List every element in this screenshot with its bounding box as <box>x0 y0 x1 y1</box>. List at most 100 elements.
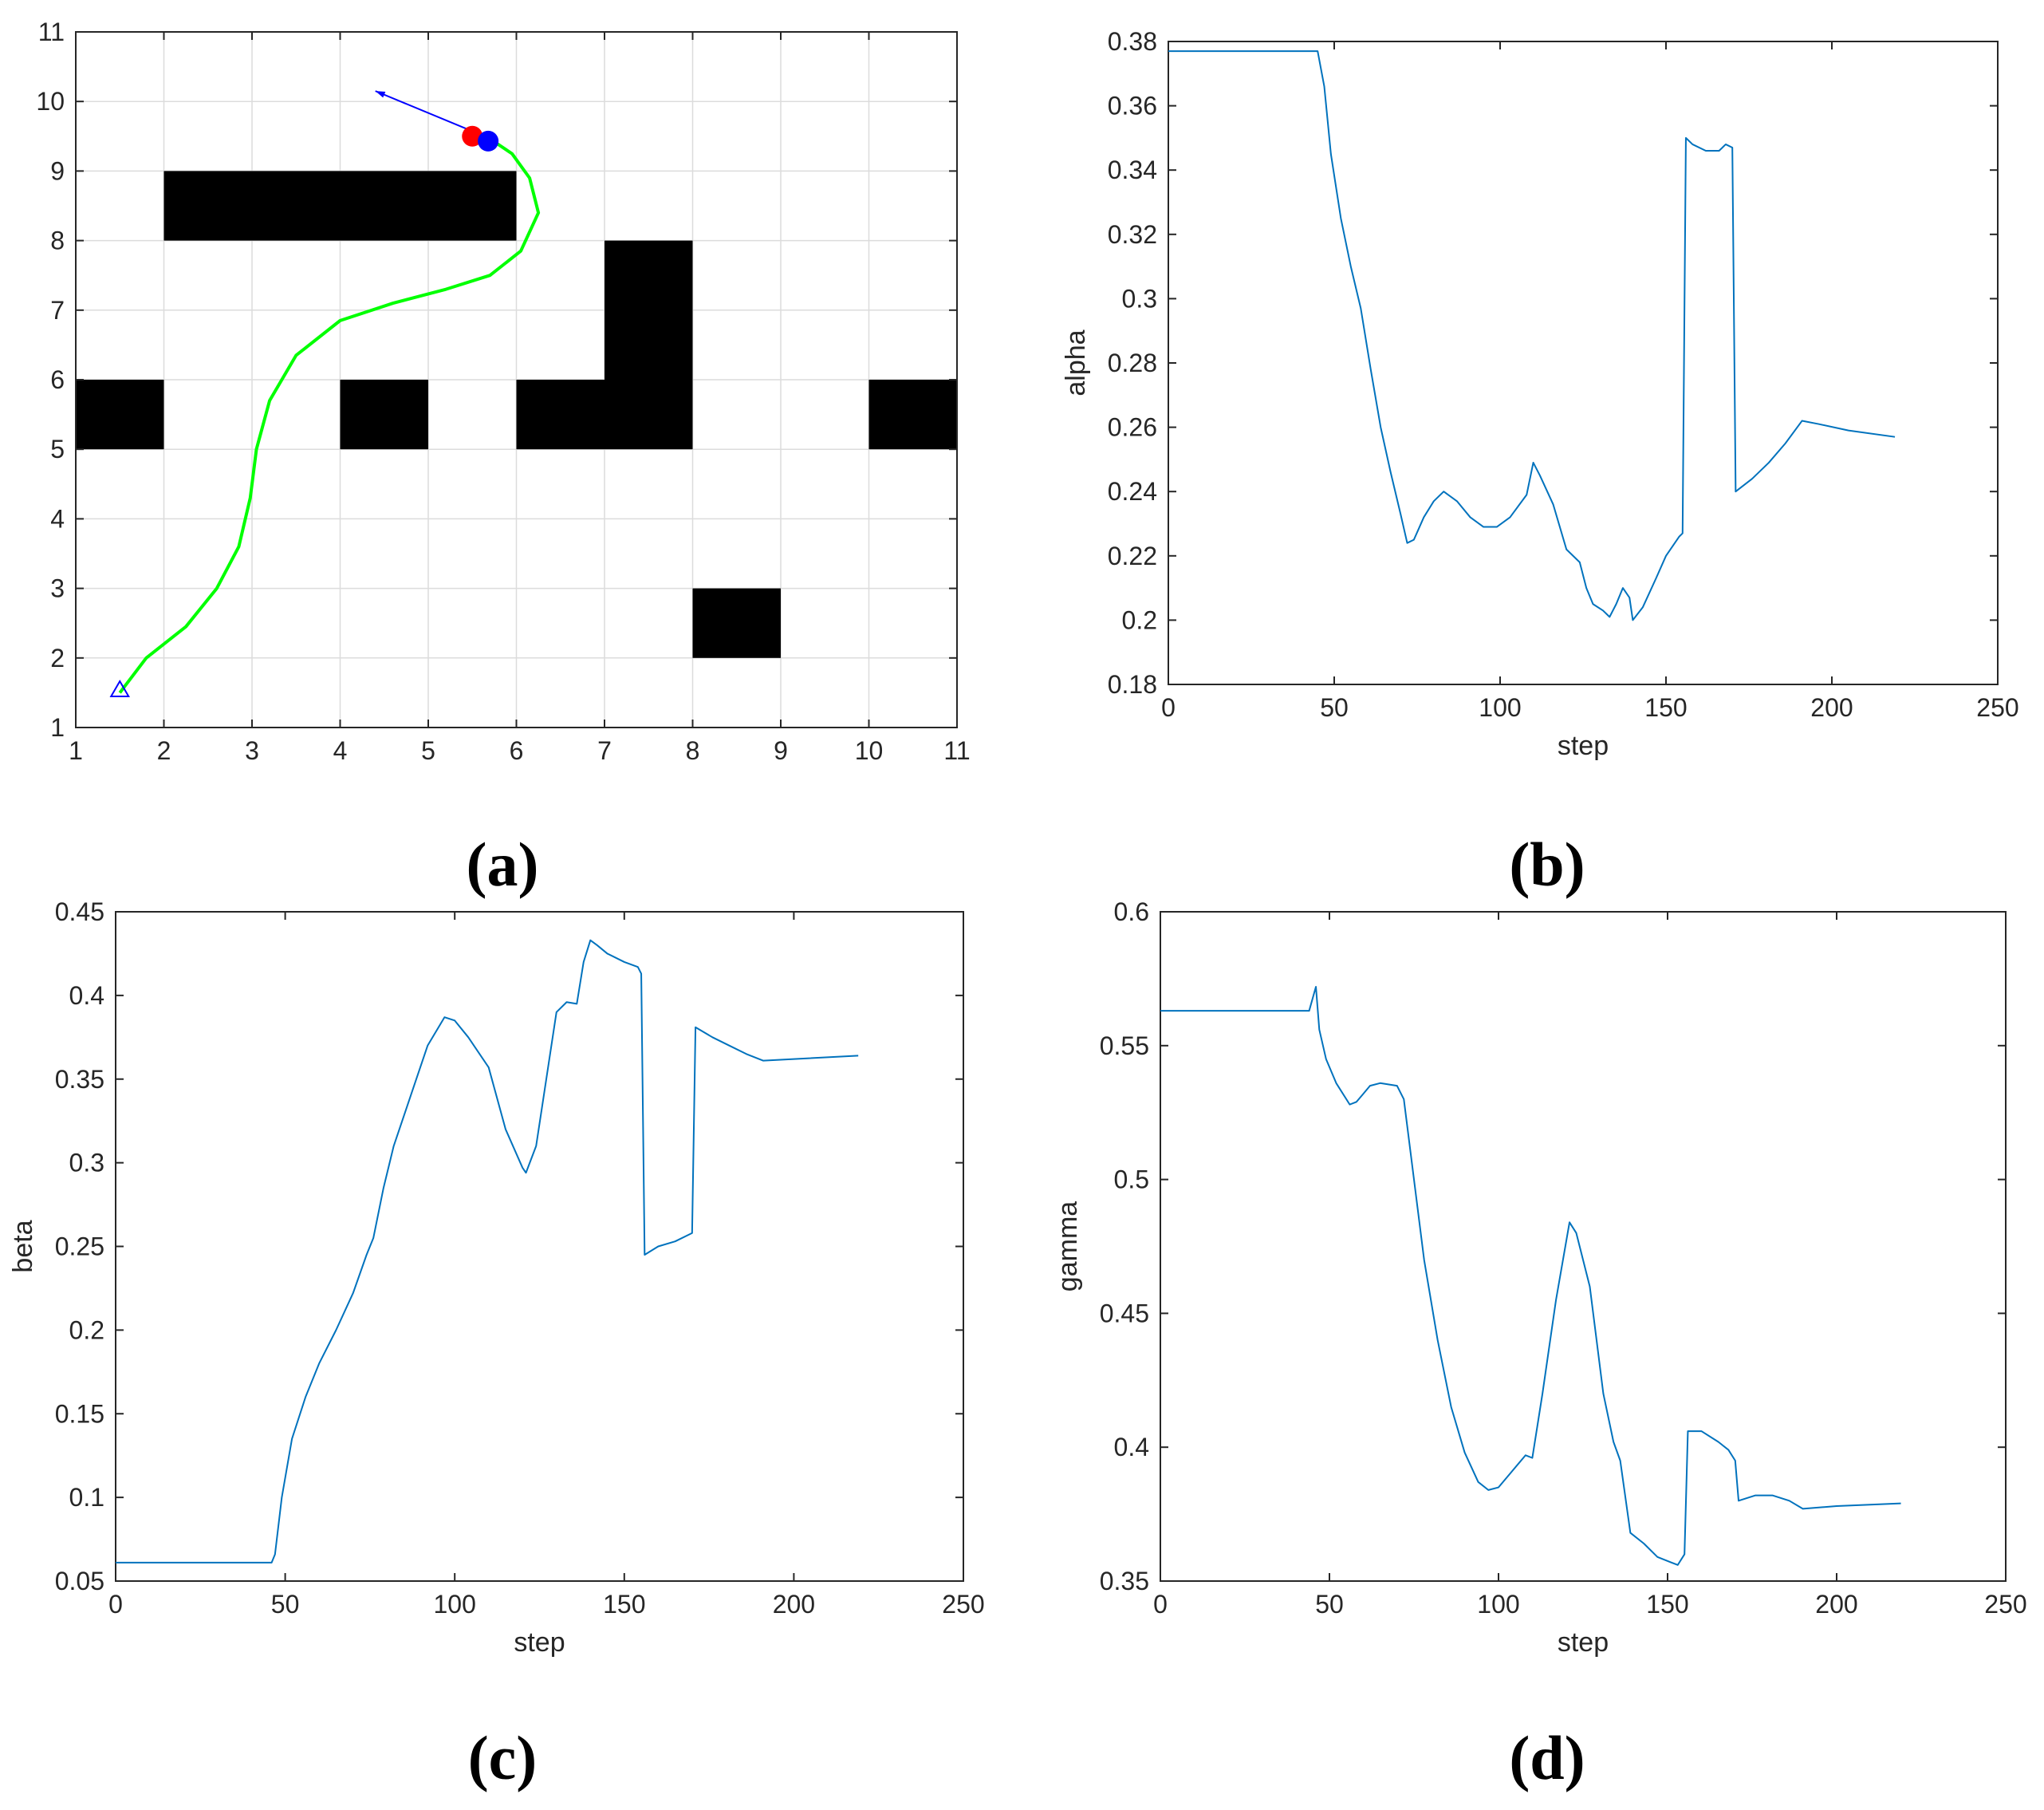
panel-a-xtick-label: 1 <box>69 736 83 765</box>
panel-a-ytick-label: 10 <box>36 87 65 116</box>
panel-d-ytick-label: 0.6 <box>1114 897 1149 926</box>
panel-a-obstacle <box>605 240 693 380</box>
panel-b-ytick-label: 0.2 <box>1122 605 1157 634</box>
panel-b: 0 50 100 150 200 250 0.18 0.2 0.22 0.24 0.26 0.28 0.… <box>1061 27 2019 899</box>
panel-c-xtick-label: 150 <box>603 1590 645 1619</box>
panel-c-series-line <box>116 939 859 1564</box>
panel-a-robot-red <box>462 125 483 147</box>
panel-d-xtick-label: 100 <box>1477 1590 1519 1619</box>
panel-d: 0 50 100 150 200 250 0.35 0.4 0.45 0.5 0.55 0.6 ste… <box>1053 897 2027 1792</box>
panel-c-xtick-label: 0 <box>108 1590 123 1619</box>
panel-c-ytick-label: 0.2 <box>69 1315 104 1344</box>
panel-a-xtick-label: 3 <box>245 736 259 765</box>
panel-c-ylabel: beta <box>8 1220 38 1272</box>
panel-d-xtick-label: 150 <box>1646 1590 1688 1619</box>
panel-d-xtick-label: 50 <box>1315 1590 1344 1619</box>
panel-a-ytick-label: 5 <box>50 435 65 463</box>
panel-c-ytick-label: 0.35 <box>55 1065 104 1094</box>
panel-a-xtick-label: 2 <box>157 736 171 765</box>
panel-d-xtick-label: 200 <box>1815 1590 1857 1619</box>
panel-c-caption: (c) <box>468 1723 538 1792</box>
panel-c-xtick-label: 200 <box>773 1590 815 1619</box>
panel-b-series-line <box>1168 50 1896 621</box>
panel-a-caption: (a) <box>467 830 539 899</box>
panel-a-ytick-label: 2 <box>50 644 65 672</box>
panel-b-caption: (b) <box>1509 830 1585 899</box>
panel-a-ytick-label: 7 <box>50 296 65 325</box>
panel-b-xtick-label: 100 <box>1479 693 1521 722</box>
panel-c-ytick-label: 0.05 <box>55 1567 104 1595</box>
panel-c-xlabel: step <box>514 1627 565 1658</box>
panel-b-ytick-label: 0.26 <box>1108 413 1157 442</box>
panel-a-obstacle <box>163 171 517 241</box>
panel-b-ytick-label: 0.3 <box>1122 284 1157 313</box>
panel-c-ytick-label: 0.1 <box>69 1483 104 1512</box>
panel-b-xtick-label: 200 <box>1810 693 1853 722</box>
panel-a-xtick-label: 7 <box>597 736 612 765</box>
panel-d-xtick-label: 250 <box>1984 1590 2026 1619</box>
panel-c-ytick-label: 0.45 <box>55 897 104 926</box>
panel-b-xtick-label: 0 <box>1161 693 1176 722</box>
panel-d-ytick-label: 0.5 <box>1114 1165 1149 1194</box>
panel-a-robot-blue <box>478 130 499 152</box>
panel-b-ylabel: alpha <box>1061 329 1091 396</box>
panel-b-ytick-label: 0.36 <box>1108 92 1157 120</box>
panel-c-ytick-label: 0.4 <box>69 981 104 1010</box>
panel-a-xtick-label: 11 <box>943 736 970 765</box>
panel-a-xtick-label: 6 <box>510 736 524 765</box>
panel-c-ytick-label: 0.3 <box>69 1149 104 1177</box>
panel-a-obstacles <box>76 171 957 658</box>
panel-c-xtick-label: 50 <box>271 1590 300 1619</box>
panel-a-heading-arrow <box>375 90 482 136</box>
panel-d-xtick-label: 0 <box>1153 1590 1168 1619</box>
panel-d-ylabel: gamma <box>1053 1201 1083 1291</box>
panel-b-ytick-label: 0.32 <box>1108 220 1157 249</box>
panel-c: 0 50 100 150 200 250 0.05 0.1 0.15 0.2 0.25 0.3 0.35… <box>8 897 985 1792</box>
panel-a-xtick-label: 10 <box>855 736 884 765</box>
panel-b-ticks: 0 50 100 150 200 250 0.18 0.2 0.22 0.24 0.26 0.28 0.… <box>1108 27 2019 722</box>
panel-d-ytick-label: 0.45 <box>1100 1299 1149 1327</box>
panel-a-obstacle <box>516 380 693 450</box>
panel-c-ytick-label: 0.15 <box>55 1399 104 1428</box>
panel-b-ytick-label: 0.24 <box>1108 477 1157 506</box>
panel-a-obstacle <box>340 380 428 450</box>
panel-b-xtick-label: 150 <box>1644 693 1687 722</box>
panel-a-ytick-label: 1 <box>50 713 65 742</box>
panel-a-xtick-label: 8 <box>686 736 700 765</box>
panel-b-ytick-label: 0.18 <box>1108 670 1157 699</box>
panel-b-ytick-label: 0.22 <box>1108 542 1157 570</box>
panel-d-xlabel: step <box>1558 1627 1609 1658</box>
panel-d-caption: (d) <box>1509 1723 1585 1792</box>
panel-a-ytick-label: 6 <box>50 365 65 394</box>
panel-a-ytick-label: 11 <box>38 18 65 46</box>
panel-d-ytick-label: 0.4 <box>1114 1433 1149 1461</box>
panel-a-ytick-label: 3 <box>50 574 65 603</box>
panel-a-start-marker <box>109 680 130 698</box>
panel-a-xtick-label: 4 <box>333 736 348 765</box>
panel-c-frame <box>115 911 964 1582</box>
panel-b-ytick-label: 0.34 <box>1108 156 1157 184</box>
panel-b-ytick-label: 0.38 <box>1108 27 1157 56</box>
panel-c-xtick-label: 100 <box>434 1590 476 1619</box>
panel-b-xlabel: step <box>1558 731 1609 761</box>
panel-a-ytick-label: 8 <box>50 227 65 255</box>
panel-a-obstacle <box>868 380 957 450</box>
panel-d-series-line <box>1160 985 1901 1566</box>
panel-c-xtick-label: 250 <box>942 1590 984 1619</box>
panel-a-obstacle <box>76 380 164 450</box>
panel-b-frame <box>1168 41 1999 685</box>
panel-d-ytick-label: 0.35 <box>1100 1567 1149 1595</box>
panel-a-ytick-label: 4 <box>50 504 65 533</box>
panel-a-xtick-label: 9 <box>774 736 788 765</box>
panel-a-path <box>118 140 541 694</box>
panel-a-heading-arrowhead <box>375 91 386 98</box>
panel-a-xtick-label: 5 <box>421 736 435 765</box>
panel-b-ytick-label: 0.28 <box>1108 349 1157 377</box>
panel-b-xtick-label: 50 <box>1320 693 1349 722</box>
panel-d-frame <box>1160 911 2007 1582</box>
panel-d-ticks: 0 50 100 150 200 250 0.35 0.4 0.45 0.5 0.55 0.6 <box>1100 897 2027 1619</box>
panel-b-xtick-label: 250 <box>1976 693 2018 722</box>
